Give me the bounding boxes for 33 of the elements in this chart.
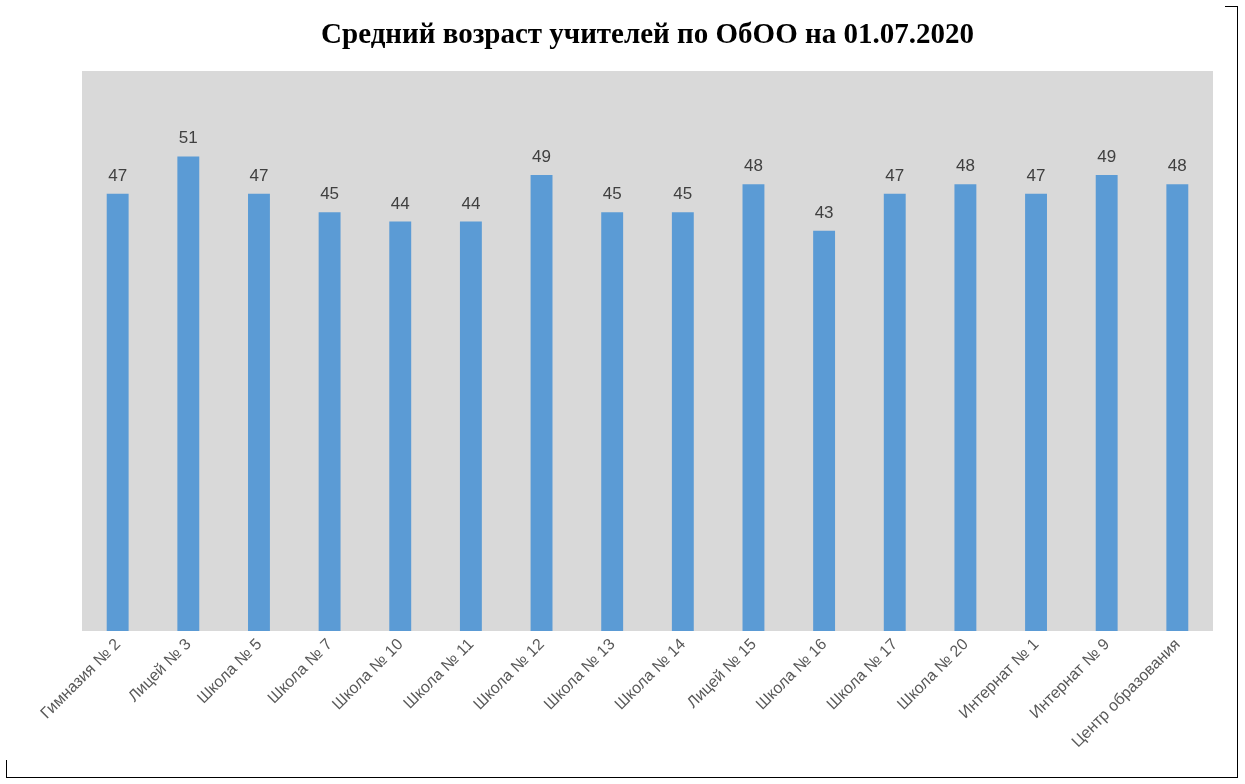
chart-title: Средний возраст учителей по ОбОО на 01.07.2020	[321, 17, 974, 49]
bar	[601, 212, 624, 631]
data-label: 48	[1167, 156, 1187, 176]
data-label: 51	[178, 128, 198, 148]
bar	[106, 193, 129, 631]
bar	[954, 184, 977, 631]
bar	[1095, 175, 1118, 631]
data-label: 47	[885, 165, 905, 185]
bar	[813, 230, 836, 631]
bar	[318, 212, 341, 631]
data-label: 45	[673, 184, 693, 204]
bar	[248, 193, 270, 631]
data-label: 44	[461, 193, 481, 213]
data-label: 47	[1026, 165, 1046, 185]
data-label: 44	[390, 193, 410, 213]
data-label: 48	[955, 156, 975, 176]
data-label: 49	[1097, 147, 1117, 167]
data-label: 45	[320, 184, 340, 204]
bar	[530, 175, 553, 631]
bar	[459, 221, 482, 631]
bar	[389, 221, 412, 631]
data-label: 48	[744, 156, 763, 176]
data-label: 47	[108, 165, 128, 185]
data-label: 45	[602, 184, 622, 204]
bar	[177, 156, 200, 631]
bar	[883, 193, 906, 631]
data-label: 43	[814, 202, 834, 222]
bar	[671, 212, 694, 631]
data-label: 47	[249, 165, 269, 185]
data-label: 49	[532, 147, 551, 167]
bar	[1025, 193, 1047, 631]
bar	[742, 184, 765, 631]
bar	[1166, 184, 1189, 631]
